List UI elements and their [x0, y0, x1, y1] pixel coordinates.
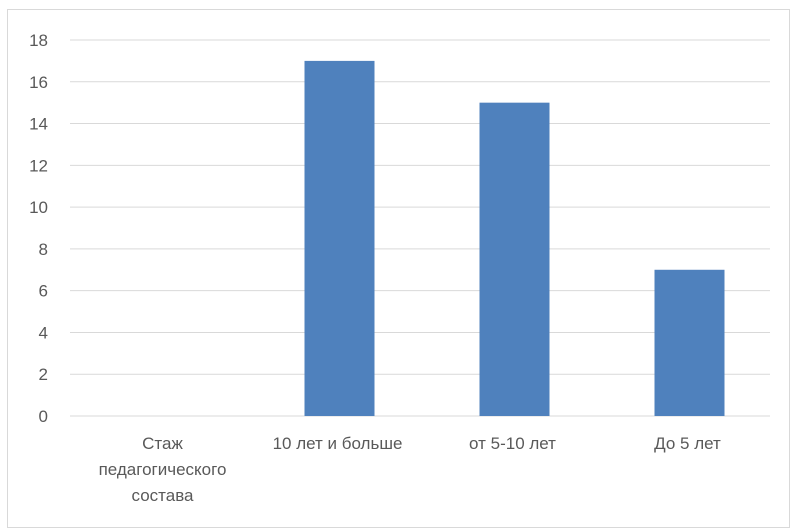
x-tick-label-line: До 5 лет: [654, 434, 721, 453]
y-tick-label: 18: [29, 31, 48, 50]
bar-3: [479, 102, 550, 417]
y-tick-label: 4: [39, 323, 48, 342]
y-tick-label: 14: [29, 115, 48, 134]
y-tick-label: 0: [39, 407, 48, 426]
x-tick-label-line: Стаж: [142, 434, 183, 453]
x-tick-label: Стаж педагогического состава: [99, 434, 227, 505]
x-tick-label: от 5-10 лет: [469, 434, 556, 453]
y-tick-label: 12: [29, 156, 48, 175]
bar-4: [654, 269, 725, 416]
bars: [304, 60, 725, 417]
y-tick-label: 16: [29, 73, 48, 92]
bar-2: [304, 60, 375, 417]
x-tick-label-line: 10 лет и больше: [273, 434, 403, 453]
x-tick-label: 10 лет и больше: [273, 434, 403, 453]
x-tick-label-line: от 5-10 лет: [469, 434, 556, 453]
y-tick-label: 6: [39, 282, 48, 301]
y-tick-label: 2: [39, 365, 48, 384]
y-tick-label: 8: [39, 240, 48, 259]
gridlines: [70, 39, 770, 417]
x-tick-label-line: педагогического: [99, 460, 227, 479]
y-axis-ticks: 0 2 4 6 8 10 12 14 16 18: [29, 31, 48, 426]
chart-frame: [7, 9, 790, 528]
y-tick-label: 10: [29, 198, 48, 217]
x-axis-ticks: Стаж педагогического состава 10 лет и больш…: [99, 434, 721, 505]
x-tick-label-line: состава: [132, 486, 195, 505]
x-tick-label: До 5 лет: [654, 434, 721, 453]
